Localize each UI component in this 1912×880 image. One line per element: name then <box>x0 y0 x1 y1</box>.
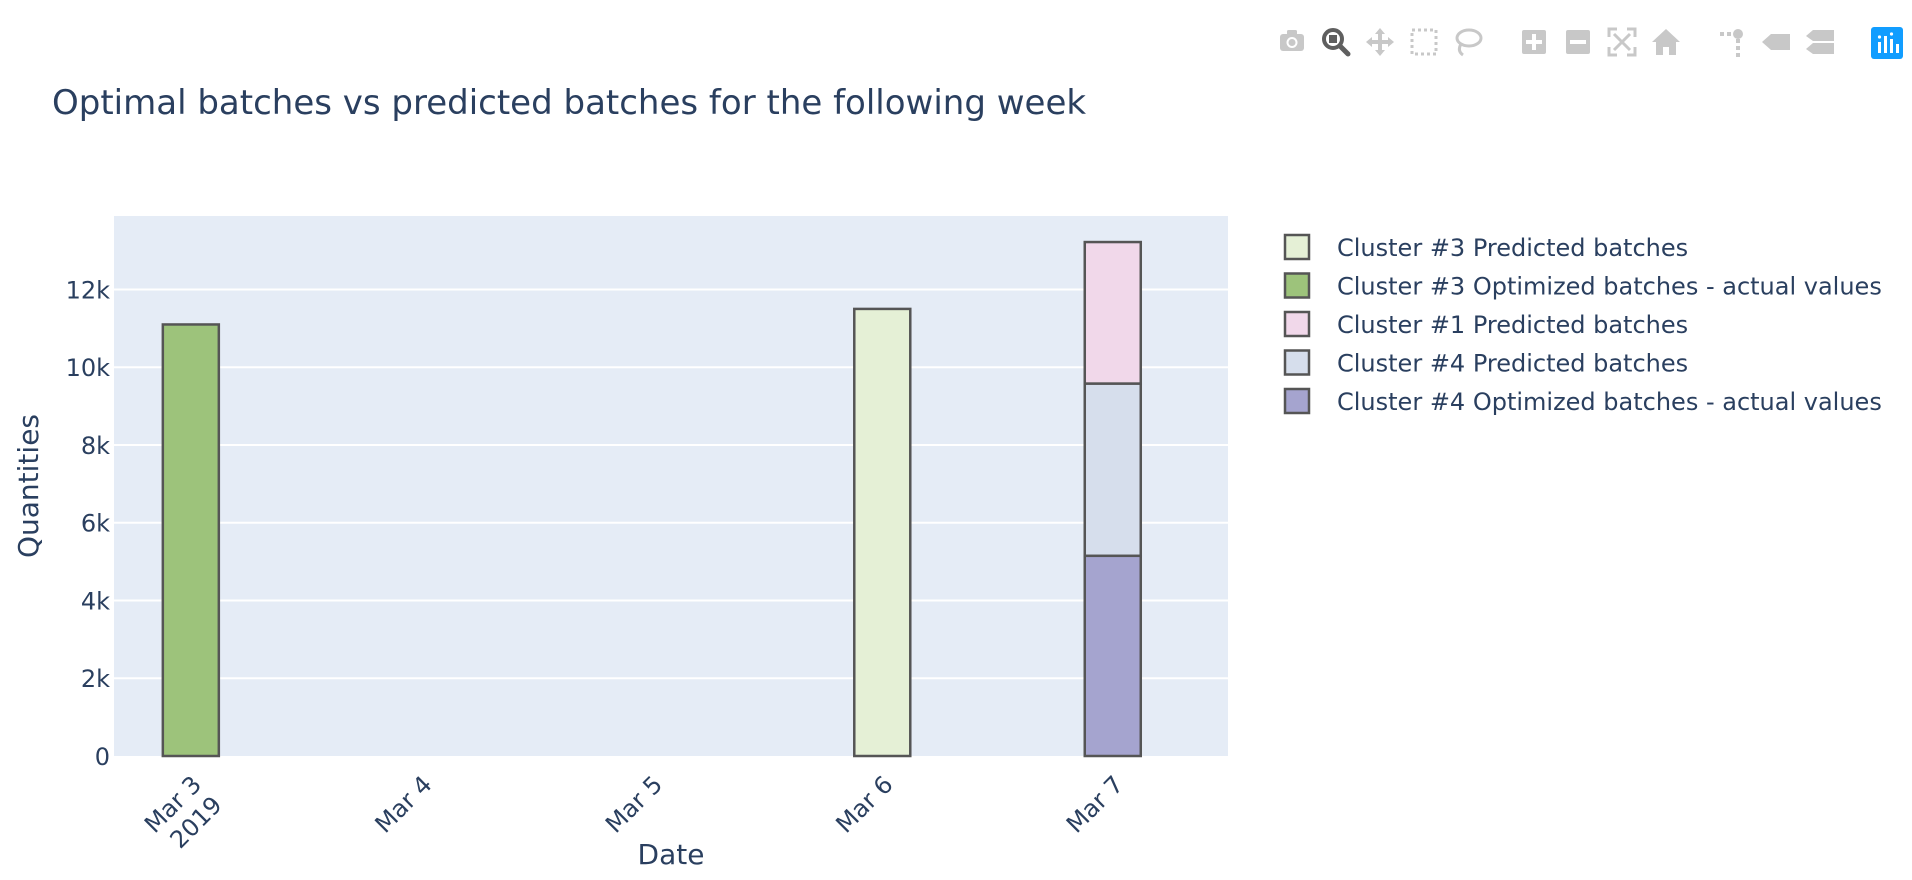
camera-button[interactable] <box>1270 22 1314 62</box>
y-tick-label: 8k <box>81 432 110 460</box>
bar-0-0[interactable] <box>853 307 912 758</box>
legend-item-label[interactable]: Cluster #4 Predicted batches <box>1337 350 1688 378</box>
box-select-button[interactable] <box>1402 22 1446 62</box>
pan-button[interactable] <box>1358 22 1402 62</box>
legend-swatch[interactable] <box>1283 310 1311 338</box>
x-tick-label-line: Mar 7 <box>1061 770 1129 838</box>
reset-axes-button[interactable] <box>1644 22 1688 62</box>
chart-title: Optimal batches vs predicted batches for… <box>52 83 1086 123</box>
autoscale-button[interactable] <box>1600 22 1644 62</box>
reset-axes-icon <box>1652 29 1680 55</box>
x-tick-label: Mar 4 <box>370 770 438 838</box>
modebar-group <box>1710 22 1842 62</box>
x-tick-label-line: Mar 6 <box>831 770 899 838</box>
pan-icon <box>1366 28 1394 56</box>
bar-3-0[interactable] <box>1083 382 1143 558</box>
zoom-in-icon <box>1522 30 1546 54</box>
y-axis-ticks: 0 2k 4k 6k 8k 10k 12k <box>66 276 111 771</box>
legend-swatch[interactable] <box>1283 272 1311 299</box>
y-tick-label: 6k <box>81 510 110 538</box>
lasso-select-icon <box>1455 28 1483 57</box>
modebar-group <box>1864 22 1912 62</box>
bars <box>161 240 1143 758</box>
plotly-logo-icon <box>1871 27 1903 59</box>
zoom-button[interactable] <box>1314 22 1358 62</box>
zoom-out-icon <box>1566 30 1590 54</box>
legend-item-label[interactable]: Cluster #3 Predicted batches <box>1337 234 1688 262</box>
hover-closest-icon <box>1762 34 1790 50</box>
y-tick-label: 12k <box>66 276 111 304</box>
hover-compare-icon <box>1806 30 1834 54</box>
legend-item-label[interactable]: Cluster #3 Optimized batches - actual va… <box>1337 273 1882 301</box>
bar-2-0[interactable] <box>1083 240 1143 385</box>
bar-1-0[interactable] <box>161 323 221 758</box>
camera-icon <box>1280 30 1304 51</box>
x-tick-label: Mar 5 <box>600 770 668 838</box>
modebar-group <box>1270 22 1490 62</box>
legend-swatch[interactable] <box>1283 349 1311 376</box>
lasso-select-button[interactable] <box>1446 22 1490 62</box>
spike-lines-button[interactable] <box>1710 22 1754 62</box>
box-select-icon <box>1410 28 1438 56</box>
legend-item-label[interactable]: Cluster #1 Predicted batches <box>1337 311 1688 339</box>
y-tick-label: 10k <box>66 354 111 382</box>
gridlines <box>114 288 1228 680</box>
y-axis-title: Quantities <box>12 414 45 558</box>
zoom-in-button[interactable] <box>1512 22 1556 62</box>
y-tick-label: 2k <box>81 665 110 693</box>
x-axis-title: Date <box>638 838 705 871</box>
autoscale-icon <box>1607 27 1637 57</box>
x-axis-ticks: Mar 32019 Mar 4 Mar 5 Mar 6 Mar 7 <box>139 770 1129 859</box>
legend: Cluster #3 Predicted batches Cluster #3 O… <box>1283 233 1882 416</box>
zoom-out-button[interactable] <box>1556 22 1600 62</box>
x-tick-label-line: Mar 4 <box>370 770 438 838</box>
legend-swatch[interactable] <box>1283 233 1311 261</box>
y-tick-label: 0 <box>95 743 110 771</box>
hover-closest-button[interactable] <box>1754 22 1798 62</box>
zoom-icon <box>1322 28 1351 57</box>
x-tick-label: Mar 6 <box>831 770 899 838</box>
plotly-logo-button[interactable] <box>1864 22 1908 62</box>
hover-compare-button[interactable] <box>1798 22 1842 62</box>
modebar-group <box>1512 22 1688 62</box>
plot-area[interactable] <box>114 216 1228 756</box>
legend-swatch[interactable] <box>1283 387 1311 415</box>
x-tick-label-line: Mar 5 <box>600 770 668 838</box>
y-tick-label: 4k <box>81 587 110 615</box>
spike-lines-icon <box>1720 29 1743 57</box>
x-tick-label: Mar 7 <box>1061 770 1129 838</box>
modebar <box>1248 22 1912 62</box>
bar-4-0[interactable] <box>1083 554 1143 758</box>
legend-item-label[interactable]: Cluster #4 Optimized batches - actual va… <box>1337 388 1882 416</box>
x-tick-label: Mar 32019 <box>139 770 228 859</box>
